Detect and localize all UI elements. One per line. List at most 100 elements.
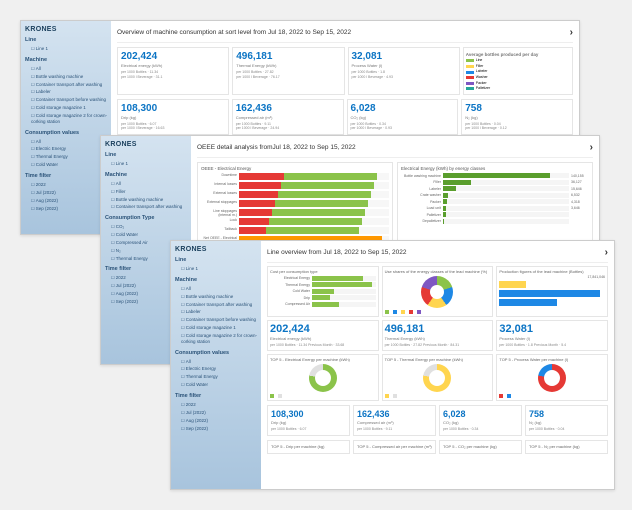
kpi-value: 6,028: [443, 409, 518, 419]
kpi-label: Electrical energy (kWh): [121, 63, 225, 68]
kpi-label: Drip (kg): [271, 420, 346, 425]
kpi-sub: per 1000 Bottles · 1.8per 1000 l Beverag…: [352, 70, 456, 79]
sidebar-section-header: Time filter: [175, 393, 257, 399]
ring-chart: [309, 364, 337, 392]
bar-label: Tailback: [201, 227, 237, 231]
panel: TOP 5 - N₂ per machine (kg): [525, 440, 608, 454]
chevron-right-icon[interactable]: ›: [590, 142, 593, 153]
sidebar-item[interactable]: Container transport before washing: [175, 316, 257, 324]
bar-label: Internal losses: [201, 182, 237, 186]
panel: TOP 5 - Electrical Energy per machine (k…: [267, 354, 379, 401]
sidebar-section-header: Machine: [175, 277, 257, 283]
bar-label: Packer: [401, 200, 441, 204]
panel: TOP 5 - Process Water per machine (l): [496, 354, 608, 401]
sidebar-section-header: Machine: [25, 57, 107, 63]
bar: Downtime: [239, 173, 389, 180]
sidebar-section-header: Time filter: [25, 173, 107, 179]
sidebar-item[interactable]: Electric Energy: [175, 365, 257, 373]
sidebar-item[interactable]: Jul (2022): [25, 189, 107, 197]
bar: Palletizer: [401, 212, 589, 217]
sidebar-item[interactable]: Cold storage magazine 2 for crown-corkin…: [175, 332, 257, 346]
bar: External losses: [239, 191, 389, 198]
sidebar-item[interactable]: All: [25, 138, 107, 146]
sidebar-item[interactable]: CO₂: [105, 223, 187, 231]
panel: Cost per consumption typeElectrical Ener…: [267, 266, 379, 317]
brand: KRONES: [105, 141, 187, 148]
kpi-value: 202,424: [121, 51, 225, 62]
sidebar-item[interactable]: 2022: [175, 401, 257, 409]
sidebar-section-header: Machine: [105, 172, 187, 178]
sidebar-item[interactable]: All: [175, 285, 257, 293]
sidebar-item[interactable]: Cold Water: [25, 161, 107, 169]
kpi-sub: per 1000 Bottles · 0.34per 1000 l Bevera…: [351, 122, 455, 131]
sidebar-item[interactable]: Thermal Energy: [25, 153, 107, 161]
bar: Filler36,127: [401, 180, 589, 185]
sidebar-section-header: Line: [25, 37, 107, 43]
row: 202,424Electrical energy (kWh)per 1000 B…: [267, 320, 608, 351]
sidebar-item[interactable]: Container transport before washing: [25, 96, 107, 104]
sidebar-item[interactable]: Cold storage magazine 2 for crown-corkin…: [25, 112, 107, 126]
sidebar-section-header: Line: [105, 152, 187, 158]
kpi-value: 496,181: [236, 51, 340, 62]
row: 108,300Drip (kg)per 1000 Bottles · 6.071…: [267, 405, 608, 436]
panel: TOP 5 - Drip per machine (kg): [267, 440, 350, 454]
chevron-right-icon[interactable]: ›: [570, 27, 573, 38]
sidebar-item[interactable]: Line 1: [105, 160, 187, 168]
bar-value: 15,646: [571, 187, 589, 191]
bar-label: Crate washer: [401, 193, 441, 197]
panel-title: Use shares of the energy classes of the …: [385, 269, 491, 274]
panel-title: TOP 5 - Compressed air per machine (m³): [357, 444, 432, 449]
sidebar-section-header: Line: [175, 257, 257, 263]
bar-label: Palletizer: [401, 213, 441, 217]
sidebar-item[interactable]: Labeler: [175, 308, 257, 316]
sidebar-item[interactable]: All: [175, 358, 257, 366]
sidebar-item[interactable]: Filler: [105, 188, 187, 196]
panel: Use shares of the energy classes of the …: [382, 266, 494, 317]
bar: Depalletizer: [401, 219, 589, 224]
sidebar-item[interactable]: 2022: [25, 181, 107, 189]
brand: KRONES: [25, 26, 107, 33]
chevron-right-icon[interactable]: ›: [605, 247, 608, 258]
kpi-row: 202,424Electrical energy (kWh) per 1000 B…: [117, 47, 573, 95]
kpi-sub: per 1000 Bottles · 9.11per 1000 l Bevera…: [236, 122, 340, 131]
brand: KRONES: [175, 246, 257, 253]
sidebar-item[interactable]: Aug (2022): [25, 197, 107, 205]
kpi-sub: per 1000 Bottles · 0.04: [529, 427, 604, 432]
kpi-label: Electrical energy (kWh): [270, 336, 376, 341]
sidebar-item[interactable]: Cold Water: [105, 231, 187, 239]
kpi-sub: per 1000 Bottles · 0.34: [443, 427, 518, 432]
bar: Load unit3,646: [401, 206, 589, 211]
bar: Packer4,318: [401, 199, 589, 204]
sidebar-item[interactable]: Bottle washing machine: [105, 196, 187, 204]
panel-title: Cost per consumption type: [270, 269, 376, 274]
sidebar-item[interactable]: Bottle washing machine: [175, 293, 257, 301]
sidebar-item[interactable]: Aug (2022): [175, 417, 257, 425]
kpi-value: 6,028: [351, 103, 455, 114]
bar-label: Line stoppages (internal m.): [201, 209, 237, 217]
sidebar-item[interactable]: Container transport after washing: [105, 203, 187, 211]
kpi-label: Thermal Energy (kWh): [385, 336, 491, 341]
kpi-card: 108,300Drip (kg)per 1000 Bottles · 6.07: [267, 405, 350, 436]
sidebar-item[interactable]: Labeler: [25, 88, 107, 96]
sidebar-item[interactable]: Thermal Energy: [175, 373, 257, 381]
sidebar-item[interactable]: Cold storage magazine 1: [175, 324, 257, 332]
kpi-card: 162,436Compressed air (m³)per 1000 Bottl…: [353, 405, 436, 436]
sidebar-item[interactable]: Cold Water: [175, 381, 257, 389]
sidebar-item[interactable]: All: [105, 180, 187, 188]
kpi-sub: per 1000 Bottles · 0.04per 1000 l Bevera…: [465, 122, 569, 131]
sidebar-item[interactable]: Jul (2022): [175, 409, 257, 417]
sidebar-item[interactable]: Line 1: [175, 265, 257, 273]
bar: Internal losses: [239, 182, 389, 189]
sidebar-item[interactable]: Container transport after washing: [175, 301, 257, 309]
bar-label: Downtime: [201, 173, 237, 177]
kpi-value: 758: [465, 103, 569, 114]
sidebar-item[interactable]: Container transport after washing: [25, 81, 107, 89]
sidebar-item[interactable]: Electric Energy: [25, 145, 107, 153]
sidebar-item[interactable]: Sep (2022): [175, 425, 257, 433]
sidebar-item[interactable]: Cold storage magazine 1: [25, 104, 107, 112]
sidebar-item[interactable]: All: [25, 65, 107, 73]
sidebar-item[interactable]: Bottle washing machine: [25, 73, 107, 81]
sidebar-item[interactable]: Line 1: [25, 45, 107, 53]
sidebar-item[interactable]: Sep (2022): [25, 205, 107, 213]
bar-label: Depalletizer: [401, 219, 441, 223]
